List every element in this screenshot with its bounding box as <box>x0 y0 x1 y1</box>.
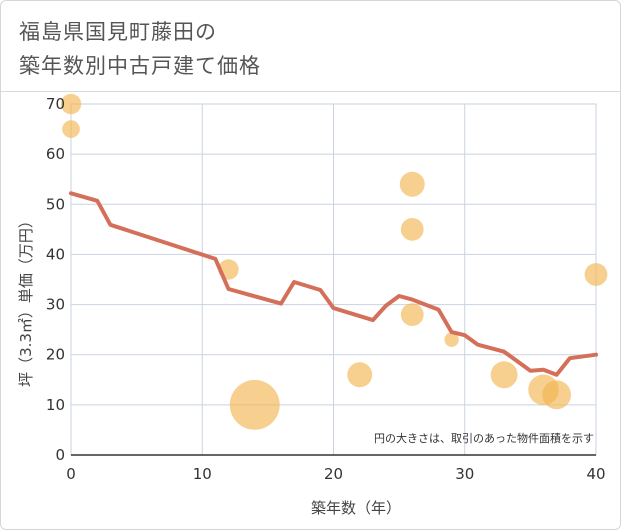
bubble-point <box>490 361 518 389</box>
chart-title-line2: 築年数別中古戸建て価格 <box>19 54 261 78</box>
bubble-point <box>400 303 424 326</box>
y-tick-label: 60 <box>46 145 65 163</box>
y-axis-label: 坪（3.3㎡）単価（万円） <box>17 213 35 387</box>
y-tick-label: 30 <box>46 296 65 314</box>
x-tick-label: 0 <box>66 465 76 483</box>
bubble-point <box>229 379 280 430</box>
bubble-point <box>400 217 424 241</box>
trend-line <box>69 191 598 377</box>
bubble-point <box>584 263 608 286</box>
bubble-point <box>542 380 572 410</box>
y-tick-label: 20 <box>46 346 65 364</box>
bubble-point <box>62 120 80 138</box>
trend-line-group <box>69 191 598 377</box>
x-tick-label: 10 <box>193 465 212 483</box>
y-tick-label: 0 <box>55 446 65 464</box>
y-tick-label: 40 <box>46 245 65 263</box>
x-axis-label: 築年数（年） <box>311 499 401 517</box>
y-tick-labels: 0 10 20 30 40 50 60 70 <box>46 95 65 464</box>
bubble-point <box>60 93 82 115</box>
y-tick-label: 50 <box>46 195 65 213</box>
chart-title-line1: 福島県国見町藤田の <box>19 20 217 44</box>
chart-title: 福島県国見町藤田の 築年数別中古戸建て価格 <box>19 15 261 83</box>
bubble-point <box>399 171 425 197</box>
x-tick-label: 30 <box>455 465 474 483</box>
y-tick-label: 70 <box>46 95 65 113</box>
y-tick-label: 10 <box>46 396 65 414</box>
x-tick-label: 40 <box>586 465 605 483</box>
bubble-point <box>347 362 373 388</box>
bubble-size-note: 円の大きさは、取引のあった物件面積を示す <box>374 431 594 445</box>
x-tick-label: 20 <box>324 465 343 483</box>
grid <box>70 103 597 456</box>
bubbles <box>60 93 608 430</box>
title-divider <box>1 91 620 92</box>
bubble-point <box>444 332 459 347</box>
x-tick-labels: 0 10 20 30 40 <box>66 465 605 483</box>
